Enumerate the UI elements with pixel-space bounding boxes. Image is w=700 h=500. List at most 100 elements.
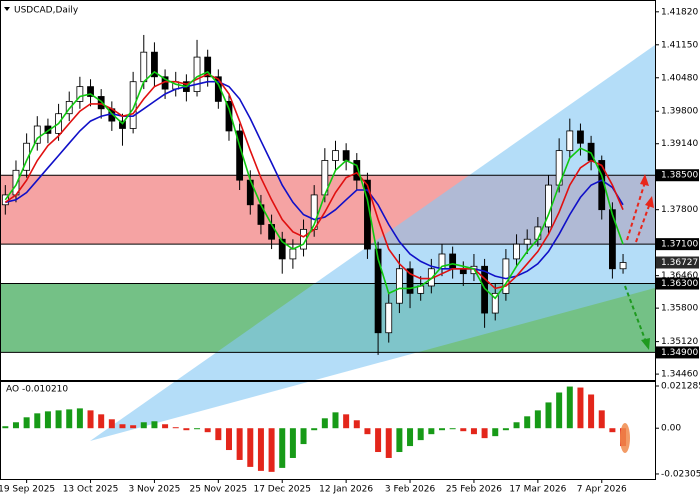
y-tick-label: 1.35800 <box>661 304 698 314</box>
candle-body <box>406 268 414 294</box>
candle-body <box>23 142 31 171</box>
arrow-head <box>641 338 650 350</box>
y-tick-label: 1.41150 <box>661 40 698 50</box>
highlight <box>620 423 630 453</box>
ao-bar <box>268 428 275 472</box>
ao-bar <box>151 421 158 429</box>
ao-bar <box>438 428 445 431</box>
candle-body <box>481 265 488 314</box>
ao-bar <box>12 422 19 429</box>
candle-body <box>214 76 222 102</box>
candle-body <box>502 258 510 294</box>
ao-bar <box>236 428 243 460</box>
ao-bar <box>23 417 30 429</box>
level-label-bg <box>656 277 699 290</box>
candle-body <box>204 56 212 78</box>
candle-body <box>577 130 584 144</box>
ao-bar <box>183 428 190 431</box>
ao-bar <box>502 428 509 431</box>
level-label-bg <box>656 346 699 359</box>
ao-bar <box>108 419 115 429</box>
level-label: 1.36300 <box>661 279 698 289</box>
ao-bar <box>364 428 371 435</box>
y-tick-label: 1.40480 <box>661 73 698 83</box>
x-tick-label: 25 Nov 2025 <box>190 485 248 495</box>
y-tick-label: 1.34460 <box>661 370 698 380</box>
triangle-pattern <box>90 45 655 441</box>
candle-body <box>119 120 126 129</box>
candle-body <box>513 243 520 260</box>
ao-bar <box>332 412 339 429</box>
ao-bar <box>577 387 584 429</box>
level-label: 1.34900 <box>661 348 698 358</box>
ao-bar <box>66 409 73 429</box>
ao-bar <box>428 428 435 435</box>
ao-bar <box>289 428 296 458</box>
ao-bar <box>34 413 41 429</box>
x-tick-label: 25 Feb 2026 <box>446 485 502 495</box>
level-label-bg <box>656 169 699 182</box>
candle-body <box>332 150 339 161</box>
moving-average <box>5 80 624 280</box>
ao-bar <box>225 428 232 451</box>
ao-bar <box>396 428 403 453</box>
candle-body <box>385 302 393 334</box>
candle-body <box>342 150 350 161</box>
y-tick-label: 1.41820 <box>661 7 698 17</box>
candle-body <box>33 125 41 144</box>
ao-bar <box>534 410 541 429</box>
candle-body <box>151 51 158 78</box>
arrow-down <box>624 285 647 343</box>
ao-bar <box>492 428 499 437</box>
y-tick-label: 1.39140 <box>661 139 698 149</box>
ao-bar <box>98 414 105 429</box>
x-tick-label: 13 Oct 2025 <box>63 485 119 495</box>
x-tick-label: 12 Jan 2026 <box>319 485 373 495</box>
ao-bar <box>2 426 9 429</box>
candle-body <box>278 238 286 260</box>
ao-bar <box>130 425 137 429</box>
x-tick-label: 3 Nov 2025 <box>128 485 180 495</box>
x-tick-label: 7 Apr 2026 <box>577 485 627 495</box>
candle-body <box>87 86 94 97</box>
arrow-head <box>645 196 654 208</box>
ao-bar <box>321 418 328 429</box>
ao-bar <box>311 428 318 431</box>
x-tick-label: 17 Mar 2026 <box>509 485 566 495</box>
ao-bar <box>194 428 201 430</box>
candle-body <box>76 86 84 102</box>
candle-body <box>374 248 382 334</box>
ao-bar <box>385 428 392 458</box>
ao-bar <box>279 428 286 468</box>
candle-body <box>449 253 457 270</box>
ao-bar <box>588 394 595 429</box>
forecast-arrows <box>624 174 654 350</box>
current-price-label: 1.36727 <box>661 258 698 268</box>
y-tick-label: 0.021285 <box>661 381 700 391</box>
candle-body <box>608 209 616 270</box>
ao-bar <box>87 410 94 429</box>
ao-bar <box>513 422 520 429</box>
y-tick-label: 1.37800 <box>661 205 698 215</box>
ao-bar <box>119 424 126 429</box>
candle-body <box>619 262 627 270</box>
main-panel-border <box>0 0 656 381</box>
x-tick-label: 19 Sep 2025 <box>0 485 55 495</box>
y-tick-label: 0.00 <box>661 424 681 434</box>
candle-body <box>491 292 499 314</box>
ao-bar <box>140 422 147 429</box>
ao-bar <box>343 414 350 429</box>
ao-bar <box>44 411 51 429</box>
level-label: 1.37100 <box>661 240 698 250</box>
ao-bar <box>470 428 477 435</box>
ao-bar <box>162 424 169 429</box>
ao-bar <box>247 428 254 467</box>
y-tick-label: -0.023059 <box>661 469 700 479</box>
menu-icon <box>4 7 10 11</box>
arrow-head <box>640 174 649 186</box>
ao-bar <box>460 428 467 432</box>
ao-bar <box>481 428 488 439</box>
moving-average <box>4 73 624 290</box>
